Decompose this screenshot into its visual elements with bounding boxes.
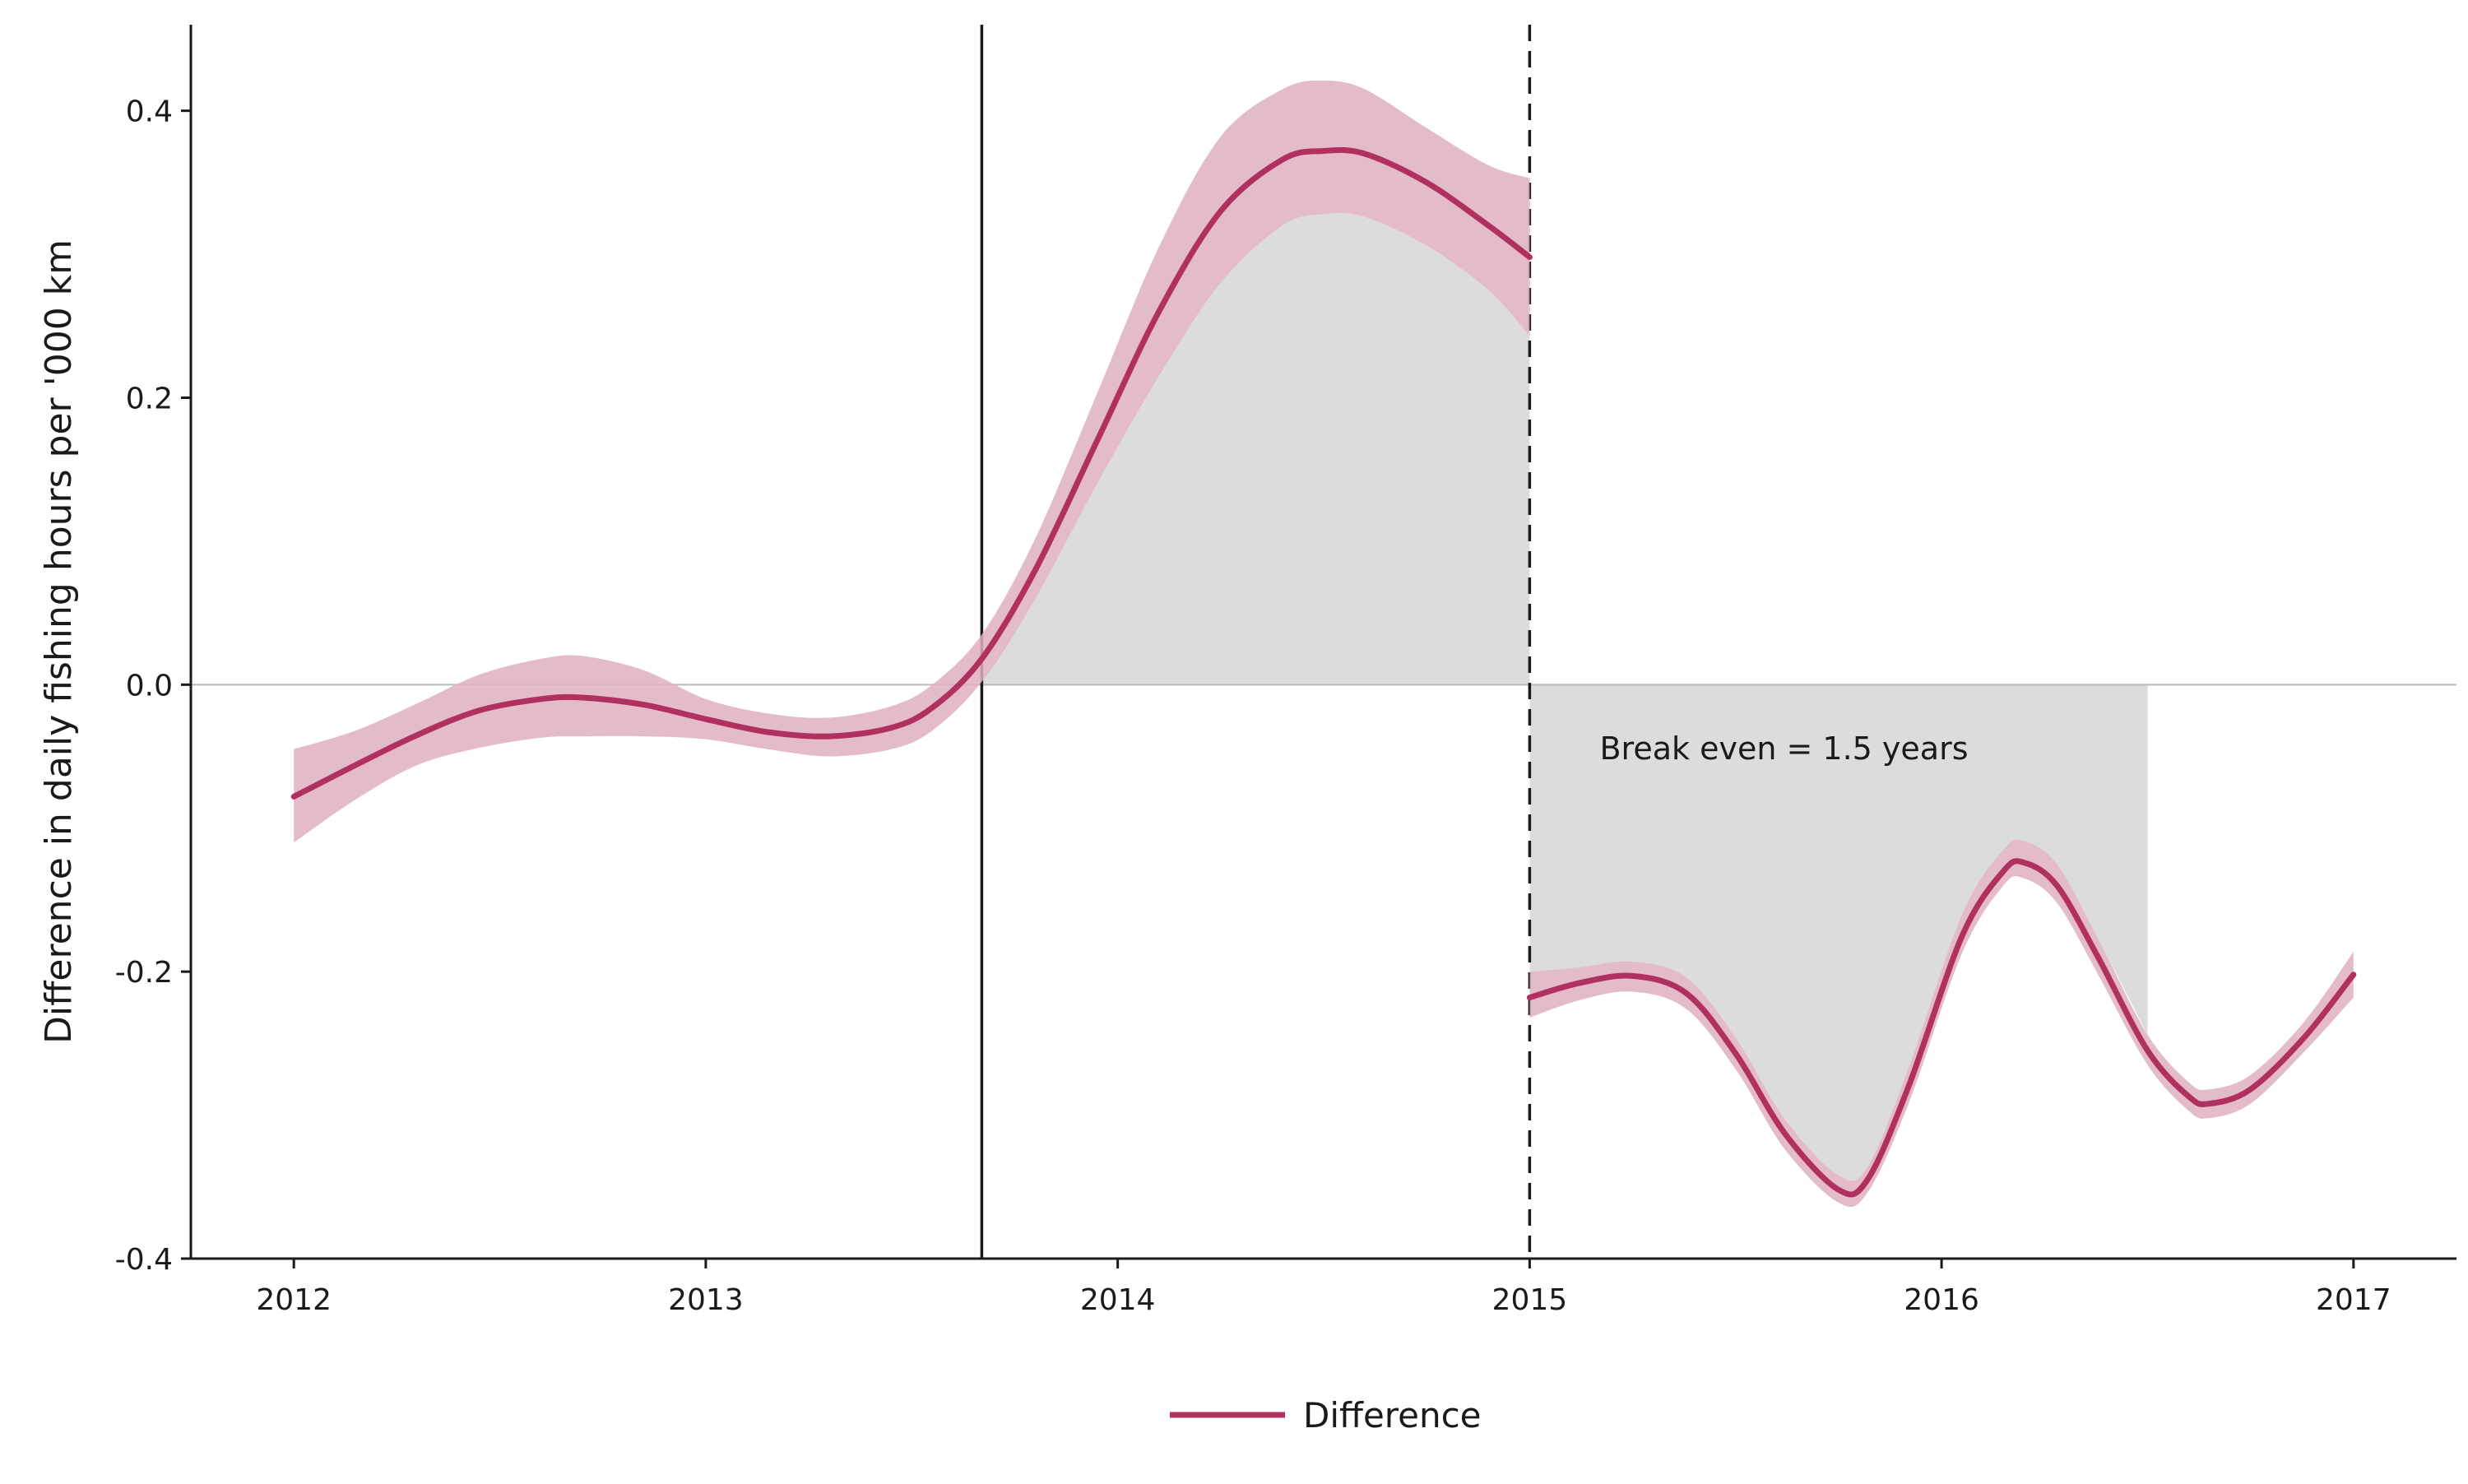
series-line-difference-1 <box>290 146 1533 800</box>
y-tick-label: -0.2 <box>115 956 173 990</box>
series-line-difference-2 <box>1526 858 2357 1198</box>
shaded-regions <box>981 212 2148 1181</box>
legend: Difference <box>1170 1395 1482 1435</box>
y-tick-label: 0.0 <box>126 669 173 703</box>
x-tick-label: 2012 <box>256 1283 332 1317</box>
x-tick-label: 2017 <box>2316 1283 2391 1317</box>
x-tick-label: 2016 <box>1904 1283 1979 1317</box>
confidence-bands <box>294 80 2354 1208</box>
chart-text: Difference in daily fishing hours per '0… <box>38 239 1969 1044</box>
x-tick-label: 2013 <box>668 1283 744 1317</box>
gain-area <box>981 212 1530 685</box>
legend-label-difference: Difference <box>1303 1395 1482 1435</box>
y-tick-label: 0.2 <box>126 382 173 415</box>
confidence-band-1 <box>294 80 1530 843</box>
series-lines <box>290 146 2357 1198</box>
y-tick-label: 0.4 <box>126 95 173 129</box>
y-axis-label: Difference in daily fishing hours per '0… <box>38 239 80 1044</box>
loss-area <box>1529 684 2148 1181</box>
y-tick-label: -0.4 <box>115 1243 173 1277</box>
x-tick-label: 2015 <box>1492 1283 1568 1317</box>
x-tick-label: 2014 <box>1080 1283 1156 1317</box>
break-even-annotation: Break even = 1.5 years <box>1599 730 1968 767</box>
axes: -0.4 -0.2 0.0 0.2 0.4 2012 2013 2014 2015 2016 201… <box>115 25 2456 1317</box>
